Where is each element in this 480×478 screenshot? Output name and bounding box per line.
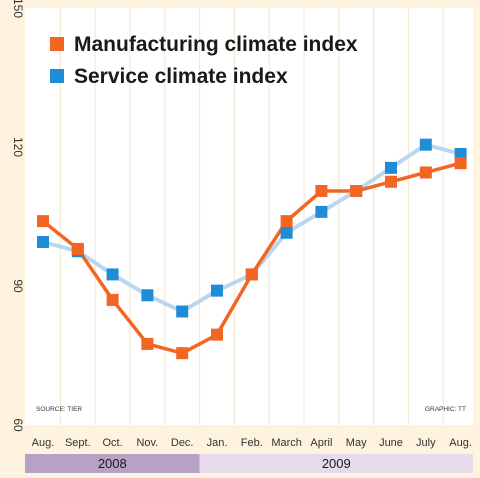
legend-label: Manufacturing climate index xyxy=(74,33,358,56)
manufacturing-point xyxy=(280,215,293,228)
manufacturing-point xyxy=(71,242,84,255)
manufacturing-point xyxy=(315,185,328,198)
service-point xyxy=(106,268,119,281)
service-point xyxy=(454,147,467,160)
plot-area xyxy=(25,8,473,425)
year-label: 2009 xyxy=(322,456,351,471)
x-tick-label: May xyxy=(346,437,367,449)
service-point xyxy=(315,205,328,218)
legend-label: Service climate index xyxy=(74,65,288,88)
x-tick-label: Aug. xyxy=(32,437,55,449)
y-tick-label: 150 xyxy=(11,0,25,18)
x-tick-label: Oct. xyxy=(103,437,123,449)
manufacturing-point xyxy=(419,166,432,179)
series-layer xyxy=(37,138,467,360)
manufacturing-point xyxy=(176,347,189,360)
legend: Manufacturing climate index Service clima… xyxy=(50,33,358,88)
year-bands: 2008 2009 xyxy=(25,454,473,473)
x-tick-label: July xyxy=(416,437,436,449)
service-point xyxy=(141,289,154,302)
service-point xyxy=(385,161,397,174)
service-point xyxy=(419,138,432,151)
x-tick-label: Aug. xyxy=(449,437,472,449)
year-band xyxy=(199,454,473,473)
source-note: SOURCE: TIER xyxy=(36,406,82,413)
manufacturing-point xyxy=(141,337,154,350)
y-tick-label: 90 xyxy=(11,279,25,293)
legend-swatch xyxy=(50,69,64,83)
service-point xyxy=(280,226,293,239)
x-tick-label: Nov. xyxy=(136,437,158,449)
manufacturing-point xyxy=(211,328,223,341)
manufacturing-point xyxy=(106,293,119,306)
year-band xyxy=(25,454,200,473)
manufacturing-point xyxy=(245,268,258,281)
y-tick-labels: 60 90 120 150 xyxy=(11,0,25,432)
x-tick-label: June xyxy=(379,437,403,449)
service-point xyxy=(211,284,223,297)
service-point xyxy=(176,305,189,318)
x-tick-labels: Aug. Sept. Oct. Nov. Dec. Jan. Feb. March April M… xyxy=(32,437,472,449)
legend-swatch xyxy=(50,37,64,51)
manufacturing-point xyxy=(37,215,49,228)
x-tick-label: March xyxy=(271,437,302,449)
x-tick-label: Dec. xyxy=(171,437,194,449)
x-tick-label: April xyxy=(310,437,332,449)
manufacturing-point xyxy=(454,157,467,170)
graphic-credit: GRAPHIC: TT xyxy=(425,406,466,413)
manufacturing-point xyxy=(350,185,363,198)
year-label: 2008 xyxy=(98,456,127,471)
x-tick-label: Feb. xyxy=(241,437,263,449)
x-tick-label: Sept. xyxy=(65,437,91,449)
y-tick-label: 120 xyxy=(11,137,25,157)
x-tick-label: Jan. xyxy=(207,437,228,449)
manufacturing-point xyxy=(385,175,397,188)
service-point xyxy=(37,235,49,248)
y-tick-label: 60 xyxy=(11,418,25,432)
vertical-gridlines xyxy=(59,8,444,425)
